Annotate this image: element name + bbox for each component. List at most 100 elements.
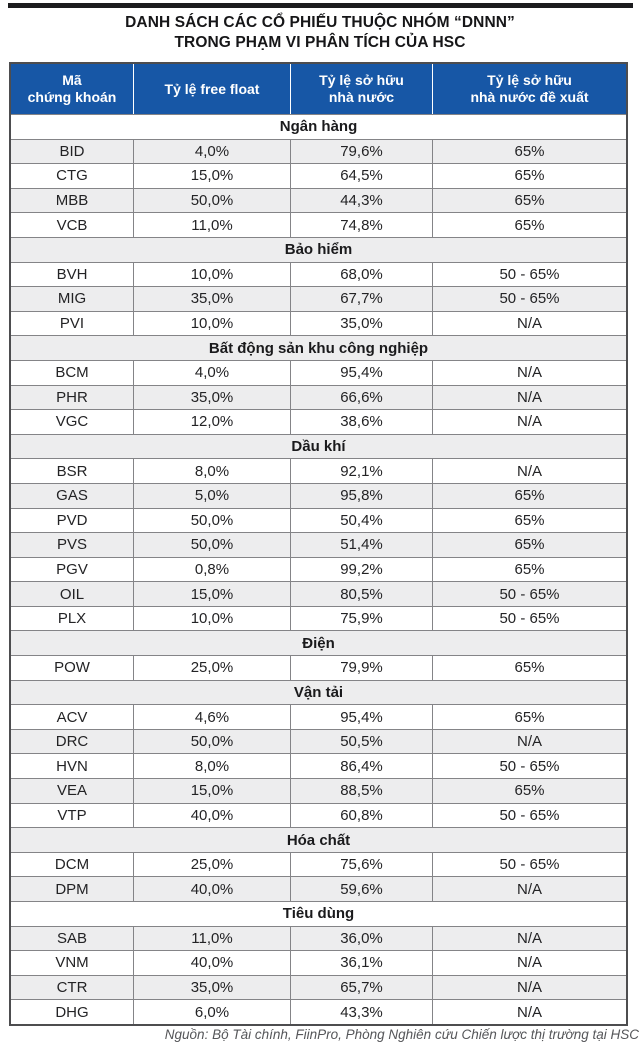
state-ownership-cell: 75,6% [291, 852, 433, 877]
section-header-row: Bất động sản khu công nghiệp [11, 335, 626, 360]
table-row: MIG 35,0% 67,7% 50 - 65% [11, 286, 626, 311]
ticker-cell: VTP [11, 803, 134, 828]
proposed-state-ownership-cell: 50 - 65% [499, 585, 560, 603]
state-ownership-cell: 66,6% [291, 385, 433, 410]
state-ownership-cell: 64,5% [291, 164, 433, 188]
proposed-state-ownership-cell: N/A [516, 954, 542, 972]
ticker-cell: BSR [11, 459, 134, 483]
state-ownership-cell: 88,5% [291, 779, 433, 803]
table-row: PVD 50,0% 50,4% 65% [11, 507, 626, 533]
state-ownership-cell: 59,6% [291, 877, 433, 901]
ticker-cell: PLX [11, 606, 134, 631]
table-row: BID 4,0% 79,6% 65% [11, 138, 626, 164]
free-float-cell: 25,0% [134, 852, 291, 877]
free-float-cell: 15,0% [134, 582, 291, 606]
state-ownership-cell: 95,4% [291, 360, 433, 385]
ticker-cell: VNM [11, 951, 134, 975]
proposed-state-ownership-cell: 65% [514, 536, 545, 554]
section-header-row: Dầu khí [11, 433, 626, 459]
section-header-row: Hóa chất [11, 827, 626, 852]
free-float-cell: 35,0% [134, 287, 291, 311]
state-ownership-cell: 65,7% [291, 975, 433, 1000]
state-ownership-cell: 74,8% [291, 213, 433, 237]
state-ownership-cell: 67,7% [291, 287, 433, 311]
table-row: CTR 35,0% 65,7% N/A [11, 974, 626, 1000]
proposed-state-ownership-cell: N/A [516, 733, 542, 751]
free-float-cell: 50,0% [134, 729, 291, 754]
free-float-cell: 10,0% [134, 606, 291, 631]
table-row: DHG 6,0% 43,3% N/A [11, 999, 626, 1024]
proposed-state-ownership-cell: N/A [516, 462, 542, 480]
ticker-cell: DRC [11, 729, 134, 754]
section-header-row: Bảo hiểm [11, 236, 626, 262]
ticker-cell: MBB [11, 188, 134, 213]
proposed-state-ownership-cell: 65% [514, 782, 545, 800]
proposed-state-ownership-cell: 65% [514, 708, 545, 726]
state-ownership-cell: 44,3% [291, 188, 433, 213]
table-row: PVS 50,0% 51,4% 65% [11, 532, 626, 557]
free-float-cell: 40,0% [134, 803, 291, 828]
ticker-cell: CTR [11, 975, 134, 1000]
free-float-column-header: Tỷ lệ free float [134, 64, 291, 114]
ticker-cell: PGV [11, 557, 134, 582]
table-header-row: Mã chứng khoán Tỷ lệ free float Tỷ lệ sở h… [11, 64, 626, 114]
table-row: BVH 10,0% 68,0% 50 - 65% [11, 261, 626, 287]
table-row: HVN 8,0% 86,4% 50 - 65% [11, 753, 626, 779]
table-row: PGV 0,8% 99,2% 65% [11, 556, 626, 582]
table-row: ACV 4,6% 95,4% 65% [11, 704, 626, 729]
ticker-cell: VEA [11, 779, 134, 803]
proposed-state-ownership-cell: 65% [514, 192, 545, 210]
proposed-state-ownership-cell: N/A [516, 880, 542, 898]
table-row: OIL 15,0% 80,5% 50 - 65% [11, 581, 626, 606]
ticker-cell: PVS [11, 533, 134, 557]
proposed-state-ownership-cell: 50 - 65% [499, 265, 560, 283]
state-ownership-column-header: Tỷ lệ sở hữu nhà nước [291, 64, 433, 114]
table-row: MBB 50,0% 44,3% 65% [11, 187, 626, 213]
state-ownership-cell: 36,1% [291, 951, 433, 975]
free-float-cell: 10,0% [134, 262, 291, 287]
ticker-cell: HVN [11, 754, 134, 779]
proposed-state-ownership-cell: N/A [516, 364, 542, 382]
proposed-state-ownership-cell: N/A [516, 929, 542, 947]
free-float-cell: 50,0% [134, 533, 291, 557]
free-float-cell: 15,0% [134, 779, 291, 803]
free-float-cell: 25,0% [134, 656, 291, 680]
free-float-cell: 4,0% [134, 360, 291, 385]
ticker-cell: MIG [11, 287, 134, 311]
free-float-cell: 40,0% [134, 951, 291, 975]
table-row: PLX 10,0% 75,9% 50 - 65% [11, 605, 626, 631]
ticker-cell: OIL [11, 582, 134, 606]
ticker-cell: PVI [11, 311, 134, 336]
table-body: Ngân hàng BID 4,0% 79,6% 65% CTG 15,0% 64,5% 65%… [11, 114, 626, 1024]
ticker-cell: PHR [11, 385, 134, 410]
state-ownership-cell: 92,1% [291, 459, 433, 483]
ticker-cell: DCM [11, 852, 134, 877]
proposed-state-ownership-cell: 65% [514, 167, 545, 185]
section-header-row: Tiêu dùng [11, 901, 626, 926]
table-row: POW 25,0% 79,9% 65% [11, 655, 626, 680]
state-ownership-cell: 60,8% [291, 803, 433, 828]
state-ownership-cell: 95,8% [291, 483, 433, 508]
source-note: Nguồn: Bộ Tài chính, FiinPro, Phòng Nghi… [164, 1027, 639, 1042]
state-ownership-cell: 75,9% [291, 606, 433, 631]
free-float-cell: 5,0% [134, 483, 291, 508]
free-float-cell: 50,0% [134, 188, 291, 213]
state-ownership-cell: 95,4% [291, 705, 433, 729]
free-float-cell: 15,0% [134, 164, 291, 188]
proposed-state-ownership-cell: 50 - 65% [499, 757, 560, 775]
proposed-state-ownership-cell: 50 - 65% [499, 806, 560, 824]
proposed-state-ownership-cell: 65% [514, 216, 545, 234]
proposed-state-ownership-cell: 65% [514, 560, 545, 578]
proposed-state-ownership-cell: 65% [514, 142, 545, 160]
ticker-cell: VCB [11, 213, 134, 237]
proposed-state-ownership-cell: N/A [516, 315, 542, 333]
ticker-cell: BID [11, 139, 134, 164]
state-ownership-cell: 79,9% [291, 656, 433, 680]
free-float-cell: 11,0% [134, 213, 291, 237]
free-float-cell: 12,0% [134, 410, 291, 434]
state-ownership-cell: 79,6% [291, 139, 433, 164]
ticker-cell: DPM [11, 877, 134, 901]
proposed-state-ownership-cell: 65% [514, 659, 545, 677]
table-row: GAS 5,0% 95,8% 65% [11, 482, 626, 508]
